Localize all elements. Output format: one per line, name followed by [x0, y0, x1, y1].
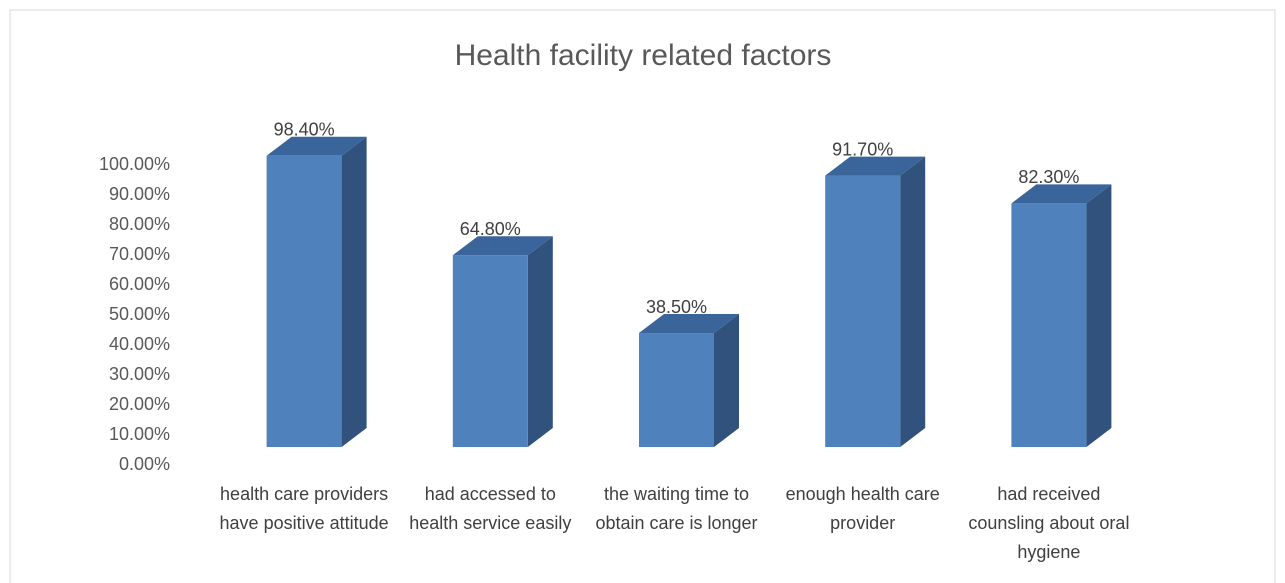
y-tick-label: 50.00%	[109, 304, 170, 324]
bar	[825, 175, 901, 447]
data-label: 91.70%	[832, 139, 893, 159]
y-tick-label: 10.00%	[109, 424, 170, 444]
x-tick-label: health care providers have positive atti…	[219, 484, 389, 533]
y-tick-label: 0.00%	[119, 454, 170, 474]
x-tick-label: enough health care provider	[785, 484, 940, 533]
bar-top	[452, 236, 553, 256]
bar-side	[341, 136, 367, 447]
chart-border	[9, 9, 1276, 583]
y-tick-label: 100.00%	[99, 154, 170, 174]
bar-side	[714, 314, 739, 447]
bar	[266, 155, 342, 447]
x-tick-label: had received counsling about oral hygien…	[968, 484, 1130, 562]
data-label: 64.80%	[460, 219, 521, 239]
bar	[452, 255, 528, 447]
bar-top	[639, 314, 739, 334]
bar-top	[825, 156, 926, 176]
y-tick-label: 80.00%	[109, 214, 170, 234]
y-tick-label: 90.00%	[109, 184, 170, 204]
y-tick-label: 20.00%	[109, 394, 170, 414]
bar	[1011, 203, 1087, 447]
bar-top	[1011, 184, 1112, 204]
y-tick-label: 60.00%	[109, 274, 170, 294]
data-label: 38.50%	[646, 297, 707, 317]
data-label: 98.40%	[274, 119, 335, 139]
bar-top	[266, 136, 367, 156]
bar-side	[1086, 184, 1112, 447]
bar-side	[900, 156, 926, 447]
chart-title: Health facility related factors	[455, 39, 832, 72]
y-tick-label: 30.00%	[109, 364, 170, 384]
y-tick-label: 40.00%	[109, 334, 170, 354]
bar-side	[527, 236, 553, 447]
data-label: 82.30%	[1018, 167, 1079, 187]
y-tick-label: 70.00%	[109, 244, 170, 264]
x-tick-label: the waiting time to obtain care is longe…	[595, 484, 758, 533]
bar	[639, 333, 714, 447]
x-tick-label: had accessed to health service easily	[409, 484, 572, 533]
